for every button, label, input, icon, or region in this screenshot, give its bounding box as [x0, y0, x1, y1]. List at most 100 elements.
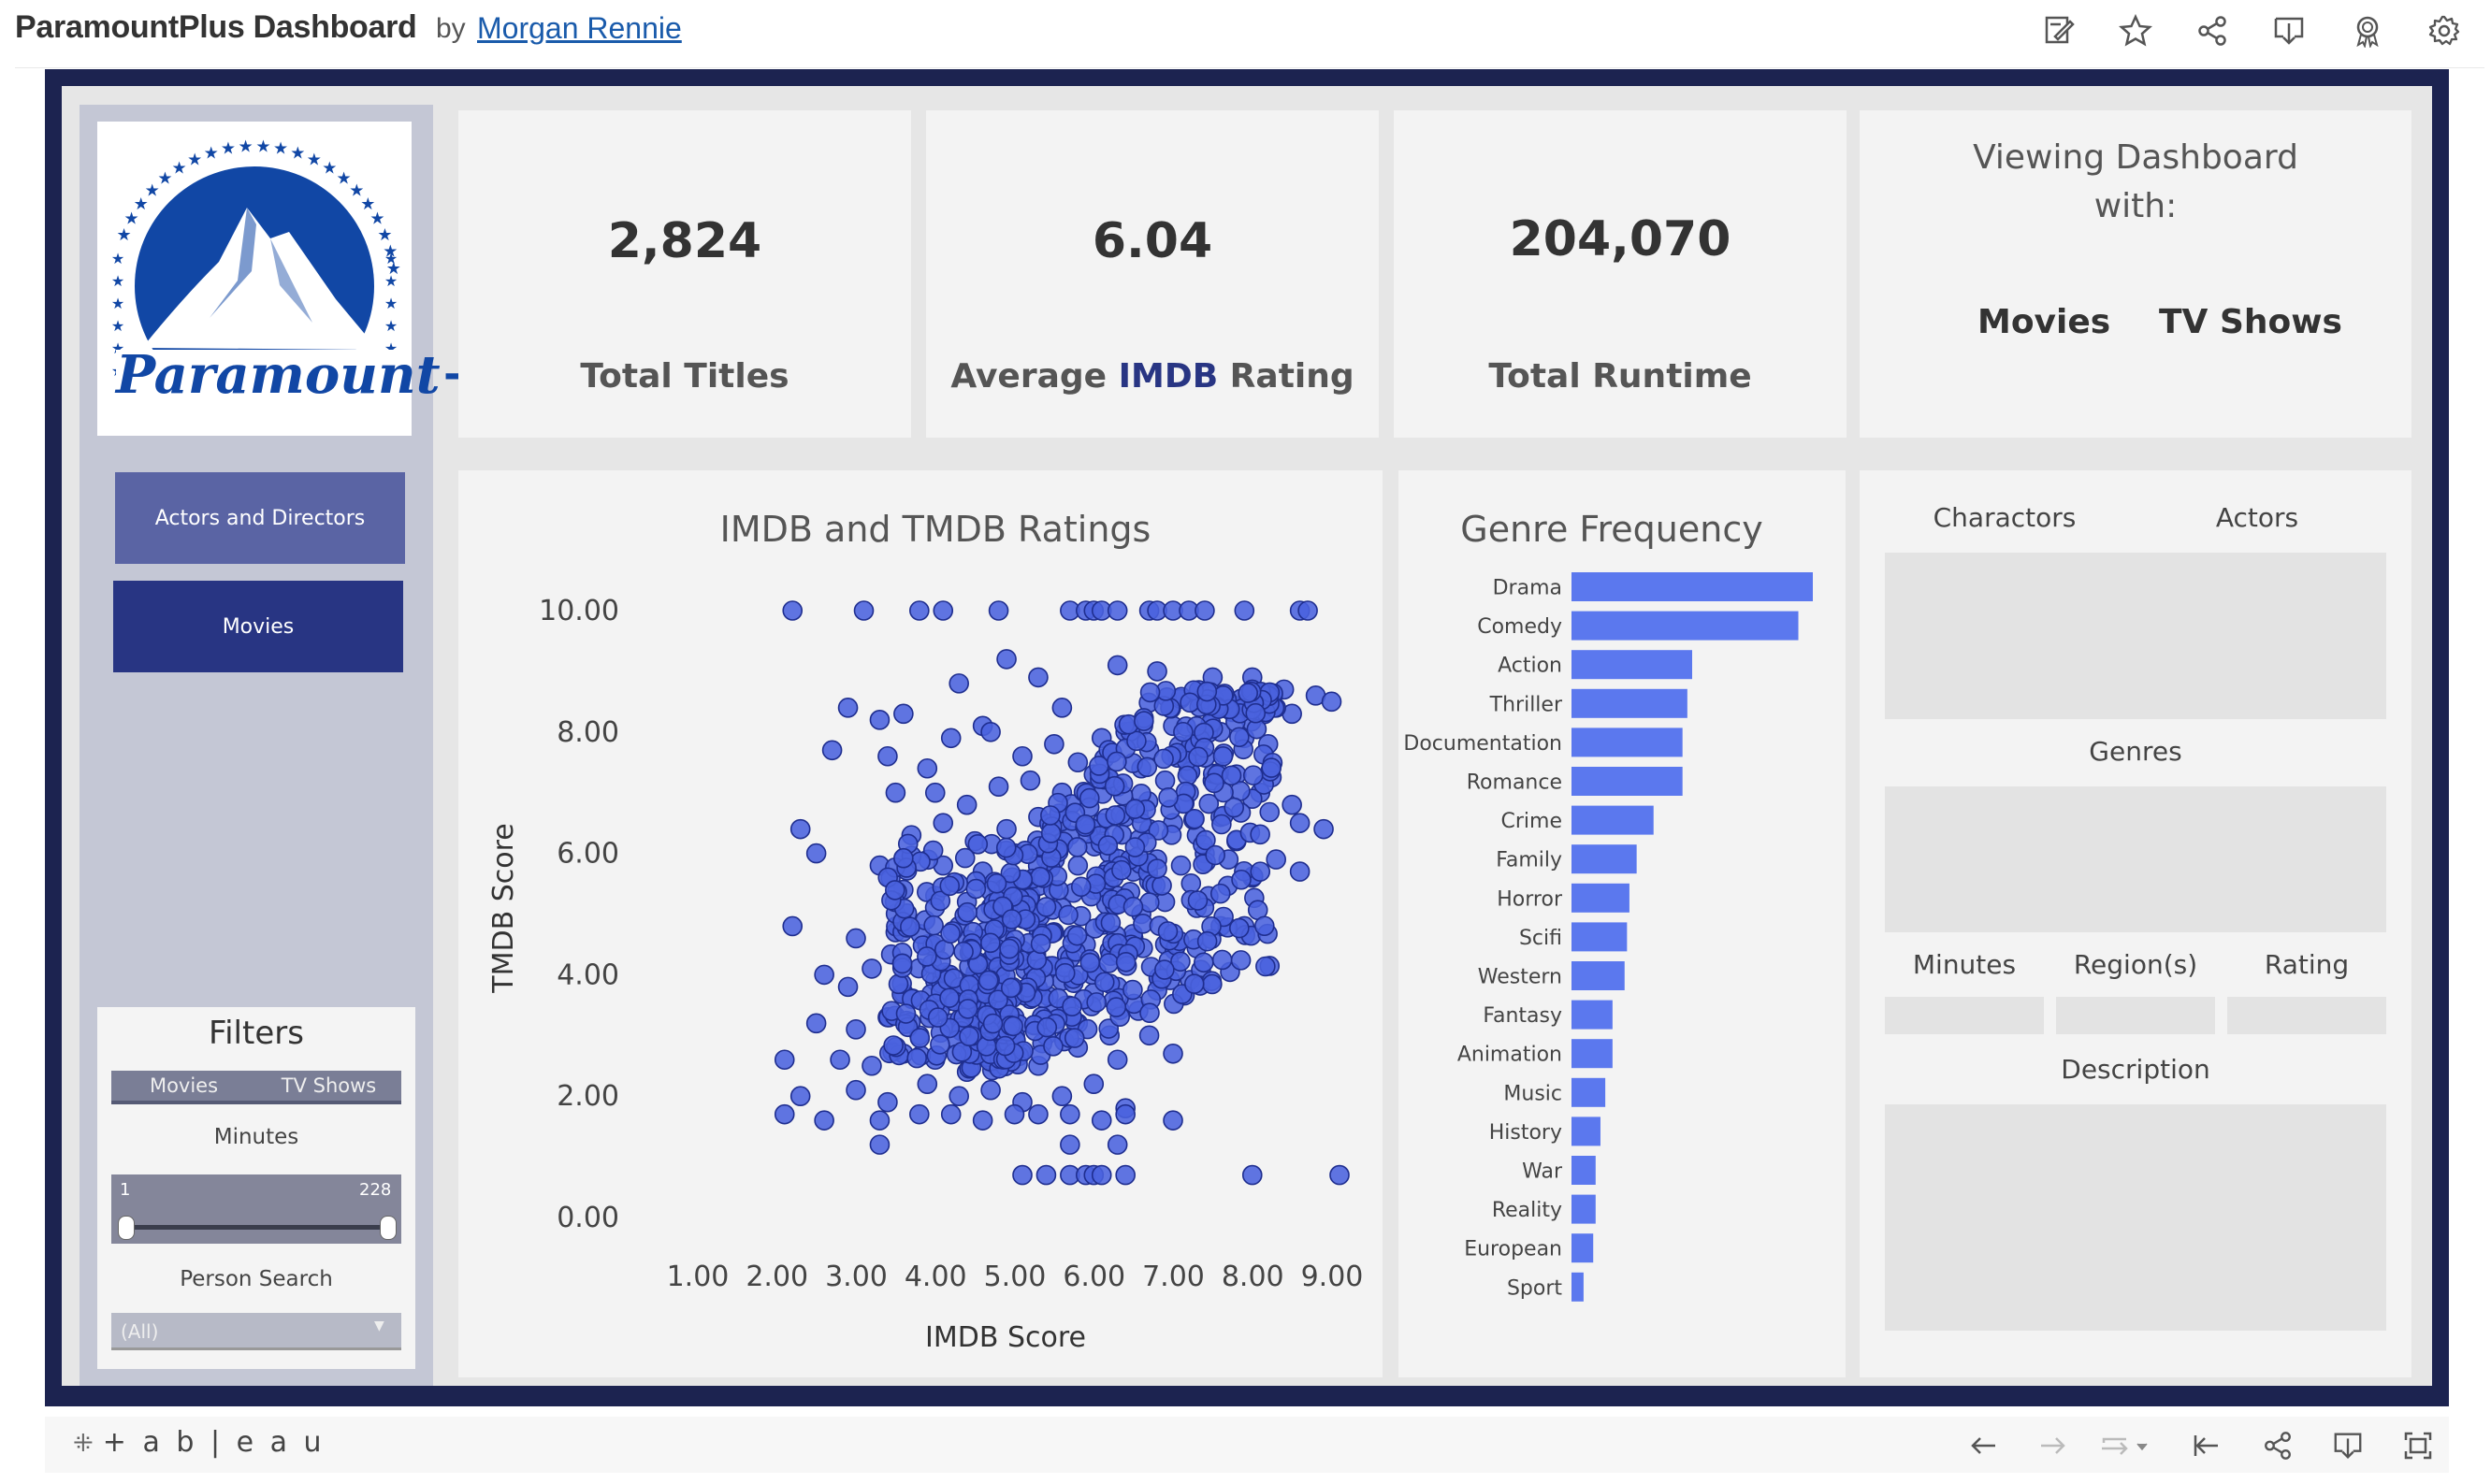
- scatter-point[interactable]: [917, 1073, 938, 1095]
- scatter-point[interactable]: [1107, 751, 1127, 772]
- scatter-point[interactable]: [1107, 600, 1128, 621]
- scatter-point[interactable]: [1153, 748, 1174, 770]
- scatter-point[interactable]: [909, 1028, 931, 1048]
- scatter-point[interactable]: [967, 834, 989, 855]
- scatter-point[interactable]: [906, 1047, 927, 1069]
- scatter-point[interactable]: [1051, 698, 1073, 718]
- scatter-point[interactable]: [1329, 1164, 1350, 1186]
- scatter-point[interactable]: [1051, 1086, 1073, 1107]
- scatter-point[interactable]: [1297, 600, 1318, 621]
- scatter-point[interactable]: [995, 837, 1017, 858]
- scatter-point[interactable]: [909, 600, 930, 621]
- genre-bar[interactable]: [1571, 767, 1683, 796]
- scatter-point[interactable]: [1091, 1110, 1112, 1131]
- scatter-point[interactable]: [1180, 692, 1200, 713]
- scatter-point[interactable]: [1126, 730, 1147, 752]
- scatter-point[interactable]: [1028, 1103, 1049, 1125]
- scatter-point[interactable]: [1196, 681, 1218, 702]
- scatter-point[interactable]: [1058, 904, 1079, 926]
- scatter-point[interactable]: [1124, 837, 1146, 857]
- scatter-point[interactable]: [939, 875, 961, 897]
- scatter-point[interactable]: [1154, 959, 1175, 980]
- star-icon[interactable]: [2116, 11, 2155, 50]
- scatter-point[interactable]: [1115, 1103, 1136, 1125]
- scatter-point[interactable]: [1198, 793, 1220, 814]
- scatter-point[interactable]: [1259, 801, 1281, 823]
- genre-bar[interactable]: [1571, 1156, 1596, 1185]
- scatter-point[interactable]: [1012, 745, 1033, 767]
- scatter-point[interactable]: [1086, 992, 1107, 1013]
- scatter-point[interactable]: [1196, 930, 1218, 952]
- scatter-point[interactable]: [1106, 997, 1127, 1017]
- scatter-point[interactable]: [988, 776, 1009, 798]
- scatter-point[interactable]: [814, 964, 834, 986]
- scatter-point[interactable]: [1139, 1002, 1160, 1024]
- scatter-point[interactable]: [1163, 1043, 1183, 1064]
- scatter-point[interactable]: [930, 1034, 950, 1055]
- scatter-point[interactable]: [972, 1110, 993, 1131]
- slider-track[interactable]: [125, 1225, 387, 1230]
- scatter-point[interactable]: [1040, 805, 1061, 826]
- scatter-point[interactable]: [996, 649, 1017, 670]
- scatter-point[interactable]: [774, 1049, 795, 1071]
- genre-bar[interactable]: [1571, 650, 1692, 680]
- scatter-point[interactable]: [949, 673, 970, 694]
- scatter-point[interactable]: [1089, 756, 1109, 776]
- scatter-point[interactable]: [1091, 1164, 1112, 1186]
- scatter-point[interactable]: [1245, 702, 1267, 724]
- scatter-point[interactable]: [1030, 866, 1050, 887]
- scatter-point[interactable]: [930, 890, 951, 912]
- author-link[interactable]: Morgan Rennie: [477, 11, 682, 45]
- scatter-point[interactable]: [956, 794, 978, 815]
- scatter-point[interactable]: [1242, 765, 1264, 785]
- scatter-point[interactable]: [1212, 746, 1234, 767]
- scatter-point[interactable]: [846, 1019, 866, 1040]
- scatter-point[interactable]: [1064, 1028, 1085, 1048]
- scatter-point[interactable]: [1098, 953, 1120, 973]
- scatter-point[interactable]: [830, 1049, 850, 1071]
- scatter-point[interactable]: [805, 843, 827, 864]
- scatter-point[interactable]: [1067, 855, 1089, 876]
- filter-tab-tv-shows[interactable]: TV Shows: [281, 1074, 377, 1097]
- scatter-point[interactable]: [1253, 915, 1275, 937]
- scatter-point[interactable]: [1028, 667, 1049, 688]
- scatter-point[interactable]: [1062, 996, 1082, 1017]
- genre-bar[interactable]: [1571, 572, 1813, 601]
- scatter-point[interactable]: [923, 915, 944, 936]
- scatter-point[interactable]: [1289, 813, 1311, 833]
- scatter-point[interactable]: [982, 1013, 1004, 1034]
- scatter-point[interactable]: [782, 600, 804, 621]
- scatter-point[interactable]: [1250, 861, 1271, 882]
- scatter-point[interactable]: [1066, 837, 1088, 857]
- scatter-point[interactable]: [980, 932, 1001, 954]
- scatter-point[interactable]: [917, 757, 938, 779]
- scatter-point[interactable]: [924, 782, 946, 803]
- scatter-point[interactable]: [891, 953, 913, 974]
- scatter-point[interactable]: [999, 938, 1020, 959]
- genre-bar[interactable]: [1571, 805, 1654, 835]
- scatter-point[interactable]: [1221, 765, 1242, 786]
- scatter-point[interactable]: [1111, 859, 1132, 881]
- scatter-point[interactable]: [996, 818, 1017, 840]
- scatter-point[interactable]: [885, 880, 905, 900]
- scatter-point[interactable]: [1138, 1025, 1160, 1046]
- scatter-point[interactable]: [846, 1079, 866, 1101]
- scatter-point[interactable]: [1184, 973, 1205, 994]
- scatter-point[interactable]: [877, 1091, 898, 1113]
- genre-bar[interactable]: [1571, 1077, 1606, 1107]
- scatter-point[interactable]: [814, 1110, 834, 1131]
- scatter-point[interactable]: [1157, 921, 1179, 942]
- scatter-point[interactable]: [1154, 770, 1176, 791]
- scatter-point[interactable]: [789, 818, 811, 840]
- download-icon[interactable]: [2329, 1427, 2367, 1464]
- scatter-point[interactable]: [927, 1007, 949, 1028]
- download-icon[interactable]: [2269, 11, 2309, 50]
- scatter-point[interactable]: [1093, 972, 1115, 993]
- settings-icon[interactable]: [2425, 11, 2464, 50]
- scatter-point[interactable]: [837, 698, 859, 718]
- scatter-point[interactable]: [1036, 897, 1057, 917]
- scatter-point[interactable]: [885, 782, 906, 803]
- scatter-point[interactable]: [1060, 1103, 1080, 1125]
- genre-bar[interactable]: [1571, 1272, 1584, 1302]
- scatter-point[interactable]: [957, 901, 978, 923]
